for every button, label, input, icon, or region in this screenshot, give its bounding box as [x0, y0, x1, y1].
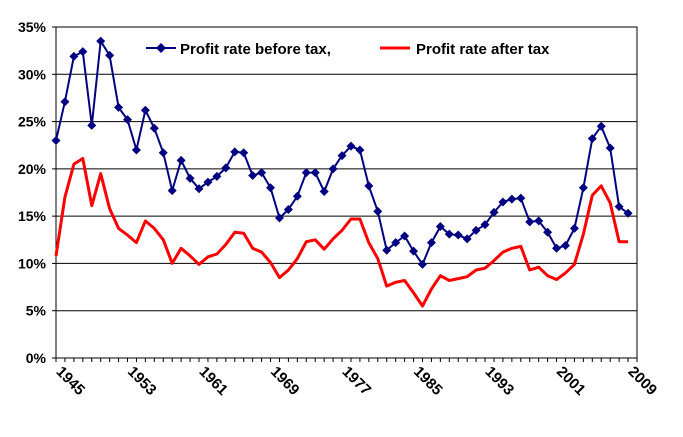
x-tick-label: 1953	[124, 363, 160, 399]
y-tick-label: 35%	[18, 19, 47, 35]
x-tick-labels: 1945 1953 1961 1969 1977 1985 1993 2001 2009	[53, 363, 661, 399]
data-point-before-tax	[257, 168, 267, 178]
data-point-before-tax	[69, 51, 79, 61]
data-point-before-tax	[346, 141, 356, 151]
x-tick-label: 1945	[53, 363, 89, 399]
data-point-before-tax	[60, 97, 70, 107]
data-point-before-tax	[176, 155, 186, 165]
data-point-before-tax	[310, 168, 320, 178]
data-point-before-tax	[194, 184, 204, 194]
data-point-before-tax	[426, 238, 436, 248]
data-point-before-tax	[221, 163, 231, 173]
data-point-before-tax	[87, 120, 97, 130]
plot-frame	[55, 26, 638, 359]
data-point-before-tax	[560, 240, 570, 250]
data-point-before-tax	[149, 123, 159, 133]
data-point-before-tax	[328, 164, 338, 174]
y-tick-label: 30%	[18, 66, 47, 82]
data-point-before-tax	[614, 202, 624, 212]
x-tick-label: 1961	[196, 363, 232, 399]
y-tick-label: 25%	[18, 114, 47, 130]
data-point-before-tax	[105, 50, 115, 60]
data-point-before-tax	[525, 217, 535, 227]
x-tick-label: 1993	[482, 363, 518, 399]
y-tick-labels: 0% 5% 10% 15% 20% 25% 30% 35%	[18, 19, 47, 366]
data-point-before-tax	[543, 227, 553, 237]
data-point-before-tax	[185, 173, 195, 183]
axes	[52, 26, 638, 362]
data-point-before-tax	[471, 225, 481, 235]
legend-label-before-tax: Profit rate before tax,	[180, 41, 331, 58]
series-line-after-tax	[54, 157, 629, 308]
data-point-before-tax	[266, 183, 276, 193]
data-point-before-tax	[417, 259, 427, 269]
data-point-before-tax	[444, 229, 454, 239]
x-tick-label: 1977	[339, 363, 375, 399]
data-point-before-tax	[203, 177, 213, 187]
y-tick-label: 20%	[18, 161, 47, 177]
data-point-before-tax	[507, 194, 517, 204]
data-point-before-tax	[596, 121, 606, 131]
legend: Profit rate before tax, Profit rate afte…	[146, 41, 550, 58]
data-point-before-tax	[239, 148, 249, 158]
data-point-before-tax	[587, 134, 597, 144]
x-tick-label: 2001	[553, 363, 589, 399]
data-point-before-tax	[373, 206, 383, 216]
data-point-before-tax	[435, 222, 445, 232]
data-point-before-tax	[158, 148, 168, 158]
data-point-before-tax	[382, 245, 392, 255]
data-point-before-tax	[498, 197, 508, 207]
data-point-before-tax	[78, 47, 88, 57]
y-tick-label: 5%	[26, 303, 47, 319]
data-point-before-tax	[230, 147, 240, 157]
data-point-before-tax	[123, 115, 133, 125]
data-point-before-tax	[337, 151, 347, 161]
data-point-before-tax	[534, 216, 544, 226]
data-point-before-tax	[292, 191, 302, 201]
data-point-before-tax	[319, 187, 329, 197]
data-point-before-tax	[516, 193, 526, 203]
data-point-before-tax	[167, 186, 177, 196]
data-point-before-tax	[51, 135, 61, 145]
data-point-before-tax	[114, 102, 124, 112]
legend-label-after-tax: Profit rate after tax	[416, 41, 550, 58]
data-point-before-tax	[489, 207, 499, 217]
data-point-before-tax	[131, 145, 141, 155]
data-point-before-tax	[212, 171, 222, 181]
data-point-before-tax	[96, 36, 106, 46]
data-point-before-tax	[283, 205, 293, 215]
data-point-before-tax	[248, 170, 258, 180]
data-point-before-tax	[140, 105, 150, 115]
data-point-before-tax	[605, 143, 615, 153]
x-tick-label: 1985	[410, 363, 446, 399]
legend-marker-before-tax	[156, 43, 166, 53]
y-tick-label: 10%	[18, 255, 47, 271]
data-point-before-tax	[355, 145, 365, 155]
data-point-before-tax	[453, 230, 463, 240]
x-tick-label: 2009	[625, 363, 661, 399]
data-point-before-tax	[364, 181, 374, 191]
gridlines	[56, 26, 637, 312]
x-tick-label: 1969	[267, 363, 303, 399]
data-point-before-tax	[391, 238, 401, 248]
y-tick-label: 0%	[26, 350, 47, 366]
data-point-before-tax	[480, 220, 490, 230]
data-point-before-tax	[552, 243, 562, 253]
data-point-before-tax	[274, 213, 284, 223]
data-point-before-tax	[569, 223, 579, 233]
data-point-before-tax	[623, 208, 633, 218]
y-tick-label: 15%	[18, 208, 47, 224]
data-point-before-tax	[409, 246, 419, 256]
data-point-before-tax	[400, 231, 410, 241]
series	[51, 36, 633, 308]
data-point-before-tax	[301, 168, 311, 178]
data-point-before-tax	[462, 234, 472, 244]
data-point-before-tax	[578, 183, 588, 193]
